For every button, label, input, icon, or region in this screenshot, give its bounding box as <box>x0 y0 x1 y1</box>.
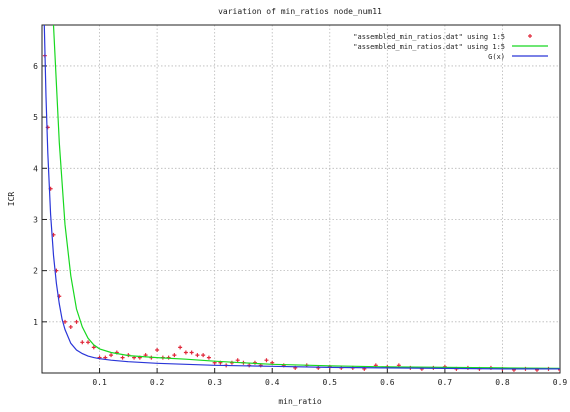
y-tick-label: 3 <box>33 215 38 224</box>
x-tick-label: 0.3 <box>207 378 222 387</box>
data-point <box>120 355 125 360</box>
series-line <box>52 25 560 369</box>
legend-label: G(x) <box>488 53 505 61</box>
data-point <box>109 353 114 358</box>
data-point <box>558 367 560 372</box>
data-point <box>195 353 200 358</box>
data-point <box>264 358 269 363</box>
data-point <box>316 365 321 370</box>
legend-swatch <box>528 34 532 38</box>
data-point <box>206 355 211 360</box>
x-tick-label: 0.9 <box>553 378 568 387</box>
series-3 <box>43 25 560 370</box>
series-2 <box>52 25 560 369</box>
data-point <box>235 358 240 363</box>
data-point <box>189 350 194 355</box>
x-tick-label: 0.4 <box>265 378 280 387</box>
series-line <box>43 25 560 370</box>
legend-label: "assembled_min_ratios.dat" using 1:5 <box>353 43 505 51</box>
x-axis-label: min_ratio <box>278 397 322 406</box>
x-tick-label: 0.8 <box>495 378 510 387</box>
legend-label: "assembled_min_ratios.dat" using 1:5 <box>353 33 505 41</box>
data-point <box>172 353 177 358</box>
data-point <box>155 347 160 352</box>
data-point <box>74 319 79 324</box>
legend: "assembled_min_ratios.dat" using 1:5 "ass… <box>353 33 548 61</box>
x-tick-label: 0.2 <box>150 378 165 387</box>
y-tick-label: 4 <box>33 164 38 173</box>
series-1 <box>42 53 560 372</box>
data-point <box>63 319 68 324</box>
chart-title: variation of min_ratios node_num11 <box>218 7 382 16</box>
x-tick-label: 0.7 <box>438 378 453 387</box>
x-tick-label: 0.5 <box>323 378 338 387</box>
data-point <box>178 345 183 350</box>
plot-frame <box>41 24 561 374</box>
x-tick-label: 0.6 <box>380 378 395 387</box>
y-tick-label: 5 <box>33 113 38 122</box>
series-layer <box>42 25 560 372</box>
y-axis-label: ICR <box>7 192 16 207</box>
grid <box>42 25 561 373</box>
y-tick-label: 2 <box>33 267 38 276</box>
data-point <box>183 350 188 355</box>
data-point <box>68 324 73 329</box>
y-tick-label: 6 <box>33 62 38 71</box>
data-point <box>91 345 96 350</box>
x-tick-label: 0.1 <box>92 378 107 387</box>
y-tick-label: 1 <box>33 318 38 327</box>
data-point <box>86 340 91 345</box>
data-point <box>80 340 85 345</box>
x-axis: 0.1 0.2 0.3 0.4 0.5 0.6 0.7 0.8 0.9 <box>92 368 567 387</box>
y-axis: 1 2 3 4 5 6 <box>33 62 47 327</box>
data-point <box>201 353 206 358</box>
